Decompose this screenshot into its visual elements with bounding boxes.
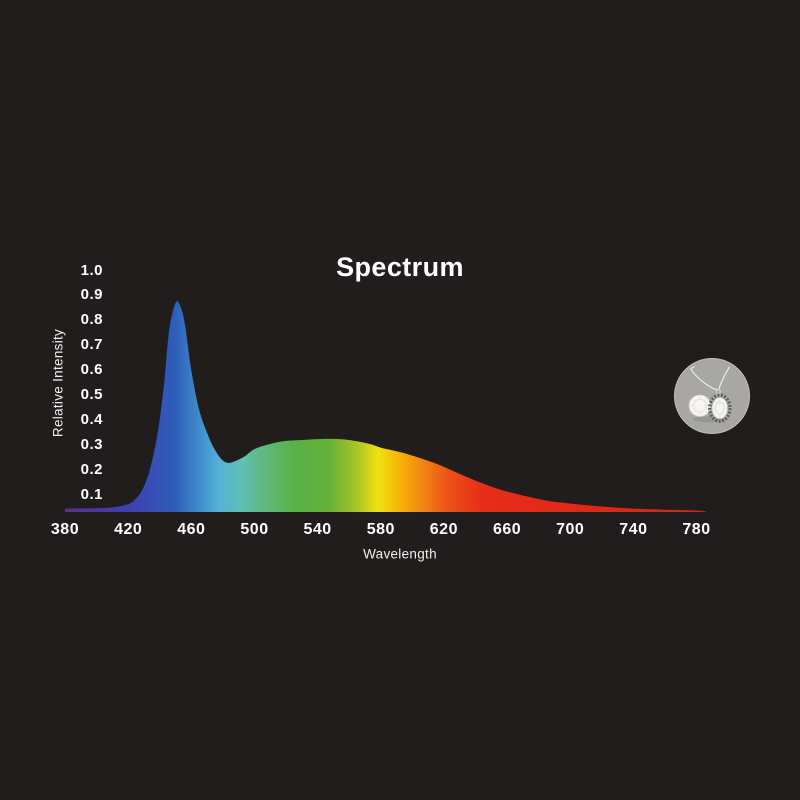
x-tick-label: 700 xyxy=(556,521,585,538)
y-tick-label: 0.3 xyxy=(80,435,103,453)
y-tick-label: 0.5 xyxy=(80,386,103,403)
y-tick-label: 1.0 xyxy=(80,261,103,279)
x-tick-label: 460 xyxy=(177,521,206,538)
chart-title: Spectrum xyxy=(336,252,464,282)
x-tick-label: 420 xyxy=(114,521,143,538)
x-tick-label: 540 xyxy=(303,521,332,538)
y-tick-label: 0.2 xyxy=(80,460,103,478)
y-tick-label: 0.8 xyxy=(80,311,103,329)
necklace-chain xyxy=(690,366,731,391)
x-tick-label: 380 xyxy=(50,521,80,538)
x-tick-label: 620 xyxy=(429,521,458,538)
jewelry-pendant-icon xyxy=(688,366,732,423)
y-tick-label: 0.4 xyxy=(80,410,103,428)
spectrum-area-path xyxy=(65,301,706,512)
x-tick-label: 740 xyxy=(619,521,648,538)
x-tick-label: 780 xyxy=(682,521,711,538)
x-axis-title: Wavelength xyxy=(363,546,437,562)
x-tick-label: 500 xyxy=(240,521,269,538)
y-tick-label: 0.9 xyxy=(80,286,103,304)
jewelry-badge xyxy=(674,358,750,434)
y-tick-label: 0.6 xyxy=(80,361,103,379)
y-tick-label: 0.7 xyxy=(80,336,103,354)
x-tick-label: 660 xyxy=(492,521,522,538)
x-tick-label: 580 xyxy=(366,521,395,538)
y-tick-label: 0.1 xyxy=(80,485,103,503)
round-gem xyxy=(688,394,712,418)
oval-pendant xyxy=(708,389,732,423)
